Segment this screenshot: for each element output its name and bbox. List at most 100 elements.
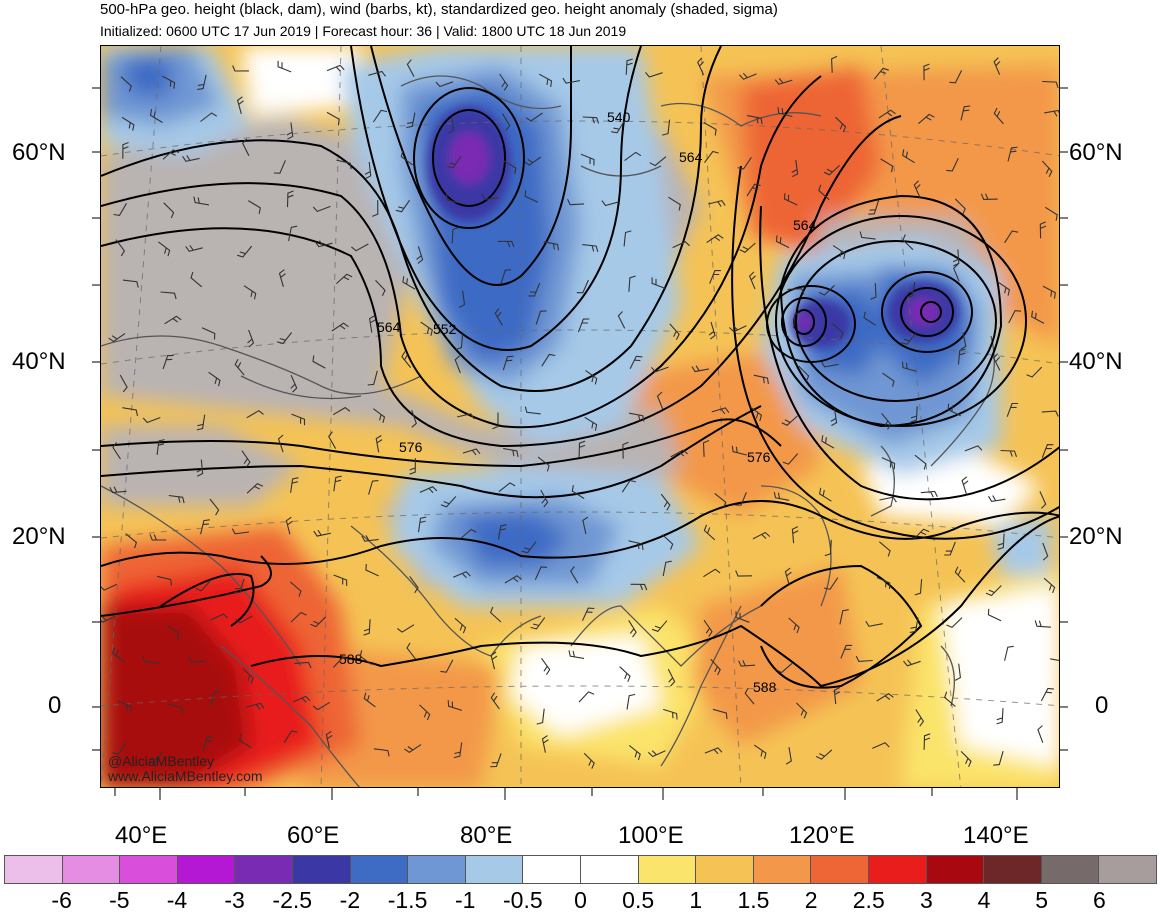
wind-barb	[200, 112, 218, 122]
wind-barb	[944, 691, 956, 707]
wind-barb	[234, 358, 245, 376]
wind-barb	[663, 708, 678, 720]
wind-barb	[781, 415, 798, 426]
wind-barb	[363, 692, 376, 708]
wind-barb	[460, 528, 477, 539]
wind-barb	[738, 72, 757, 80]
wind-barb	[669, 323, 680, 340]
wind-barb	[796, 702, 808, 719]
colorbar-label: 0	[574, 887, 587, 913]
contour-label: 552	[433, 321, 457, 337]
wind-barb	[1045, 206, 1058, 221]
wind-barb	[416, 246, 424, 264]
wind-barb	[440, 496, 457, 508]
wind-barb	[670, 449, 688, 458]
wind-barb	[582, 244, 599, 253]
wind-barb	[909, 617, 919, 634]
credit-handle: @AliciaMBentley	[108, 753, 215, 769]
wind-barb	[502, 355, 514, 371]
wind-barb	[164, 315, 182, 325]
wind-barb	[525, 112, 543, 122]
wind-barb	[535, 310, 547, 325]
wind-barb	[190, 271, 203, 288]
wind-barb	[528, 282, 541, 297]
wind-barb	[993, 107, 1004, 125]
colorbar-label: -2.5	[272, 887, 313, 913]
map-subtitle: Initialized: 0600 UTC 17 Jun 2019 | Fore…	[100, 23, 627, 39]
wind-barb	[1004, 230, 1019, 244]
wind-barb	[202, 736, 213, 752]
wind-barb	[1042, 542, 1049, 561]
height-contours	[101, 46, 1059, 689]
wind-barb	[920, 490, 938, 498]
wind-barb	[162, 149, 180, 160]
wind-barb	[1043, 577, 1056, 594]
wind-barb	[115, 239, 126, 257]
wind-barb	[235, 615, 253, 624]
wind-barb	[710, 658, 721, 676]
graticule-lines	[101, 46, 1059, 787]
wind-barb	[451, 226, 459, 244]
wind-barb	[113, 203, 127, 217]
wind-barb	[277, 332, 293, 345]
wind-barb	[708, 199, 726, 207]
wind-barb	[361, 535, 379, 542]
wind-barb	[660, 493, 671, 511]
wind-barb	[332, 656, 349, 668]
wind-barb	[458, 290, 466, 308]
contour-label: 540	[607, 109, 631, 125]
wind-barb	[112, 647, 125, 663]
colorbar-swatch	[120, 856, 178, 883]
wind-barb	[703, 524, 716, 541]
wind-barb	[142, 655, 159, 664]
colorbar-label: 3	[919, 887, 933, 913]
wind-barb	[568, 650, 585, 659]
wind-barb	[502, 113, 511, 131]
wind-barb	[1041, 160, 1053, 177]
wind-barb	[868, 200, 880, 215]
wind-barb	[242, 138, 250, 157]
contour-label: 588	[753, 679, 777, 695]
wind-barb	[1039, 221, 1047, 239]
colorbar-swatch	[523, 856, 581, 883]
wind-barb	[667, 668, 676, 687]
wind-barb	[583, 752, 595, 769]
wind-barb	[375, 279, 386, 297]
wind-barb	[793, 311, 801, 329]
wind-barb	[879, 496, 897, 503]
wind-barb	[628, 745, 641, 761]
wind-barb	[454, 617, 467, 634]
wind-barb	[120, 76, 133, 92]
colorbar-swatch	[177, 856, 236, 883]
wind-barb	[629, 355, 643, 370]
wind-barb	[156, 439, 165, 455]
wind-barb	[455, 333, 464, 350]
wind-barb	[447, 155, 462, 169]
wind-barb	[882, 372, 895, 387]
lat-label-left: 20°N	[12, 523, 66, 550]
wind-barb	[821, 435, 835, 449]
wind-barb	[980, 193, 998, 200]
colorbar-label: 6	[1092, 887, 1106, 913]
wind-barb	[498, 482, 516, 493]
wind-barb	[697, 57, 705, 76]
wind-barb	[331, 322, 349, 332]
wind-barb	[167, 625, 180, 640]
lat-label-right: 60°N	[1069, 139, 1123, 166]
colorbar-label: -5	[109, 887, 130, 913]
wind-barb	[785, 747, 792, 765]
colorbar-swatch	[580, 856, 639, 883]
wind-barb	[314, 240, 333, 248]
wind-barb	[373, 748, 390, 757]
colorbar-swatch	[465, 856, 524, 883]
wind-barb	[957, 348, 966, 365]
wind-barb	[824, 539, 832, 557]
wind-barb	[368, 70, 386, 77]
wind-barb	[581, 607, 595, 622]
wind-barb	[714, 492, 727, 509]
wind-barb	[209, 691, 221, 706]
wind-barb	[703, 122, 717, 136]
wind-barb	[312, 701, 331, 711]
wind-barb	[910, 406, 918, 423]
